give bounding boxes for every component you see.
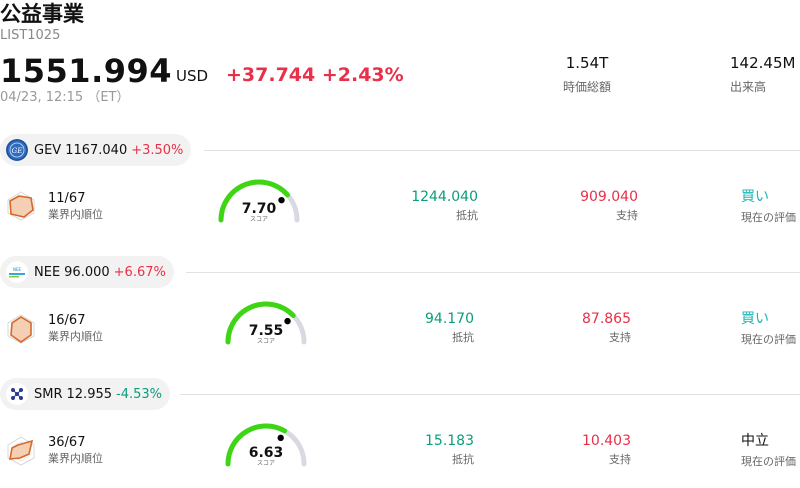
stock-price: 1167.040 xyxy=(65,142,128,158)
volume-label: 出来高 xyxy=(730,80,767,94)
industry-rank: 11/67 xyxy=(48,191,86,206)
rank-radar-icon xyxy=(7,314,35,344)
index-change: +37.744 +2.43% xyxy=(226,64,404,86)
rating-value: 買い xyxy=(741,311,769,327)
stock-price: 96.000 xyxy=(64,264,110,280)
support-label: 支持 xyxy=(616,209,638,222)
market-cap-label: 時価総額 xyxy=(562,80,611,94)
resistance-label: 抵抗 xyxy=(452,331,474,344)
market-cap-value: 1.54T xyxy=(565,54,609,72)
divider xyxy=(186,272,800,273)
industry-rank-label: 業界内順位 xyxy=(48,452,103,465)
index-price: 1551.994 xyxy=(0,52,173,90)
score-label: スコア xyxy=(249,216,268,223)
gauge-needle-dot xyxy=(278,196,285,204)
industry-rank: 36/67 xyxy=(48,435,86,450)
page-title: 公益事業 xyxy=(0,2,84,26)
stock-symbol: GEV xyxy=(34,142,62,158)
divider xyxy=(180,394,800,395)
ticker-code: LIST1025 xyxy=(0,28,61,43)
rank-radar-icon xyxy=(7,436,35,466)
resistance-label: 抵抗 xyxy=(456,209,478,222)
gauge-fill xyxy=(225,301,296,345)
rating-label: 現在の評価 xyxy=(741,211,796,224)
nuscale-logo-icon xyxy=(6,383,28,405)
industry-rank: 16/67 xyxy=(48,313,86,328)
score-label: スコア xyxy=(256,460,275,467)
stock-symbol: NEE xyxy=(34,264,61,280)
resistance-value: 1244.040 xyxy=(411,189,478,205)
currency-label: USD xyxy=(176,67,209,85)
rating-value: 中立 xyxy=(741,433,769,449)
rank-radar-icon xyxy=(7,191,35,221)
stock-change: -4.53% xyxy=(116,386,163,402)
score-gauge xyxy=(216,176,302,226)
support-value: 87.865 xyxy=(582,311,631,327)
stock-change: +6.67% xyxy=(113,264,166,280)
stock-price: 12.955 xyxy=(66,386,113,402)
score-gauge xyxy=(223,420,309,470)
stock-pill-nee[interactable]: NEE NEE 96.000 +6.67% xyxy=(0,256,174,288)
stock-pill-gev[interactable]: GE GEV 1167.040 +3.50% xyxy=(0,134,192,166)
score-value: 7.70 xyxy=(241,201,277,217)
score-value: 6.63 xyxy=(248,445,284,461)
resistance-value: 15.183 xyxy=(425,433,474,449)
rating-label: 現在の評価 xyxy=(741,333,796,346)
score-gauge xyxy=(223,298,309,348)
divider xyxy=(204,150,800,151)
nextera-logo-icon: NEE xyxy=(6,261,28,283)
stock-pill-smr[interactable]: SMR 12.955 -4.53% xyxy=(0,378,171,410)
volume-stat: 142.45M 出来高 xyxy=(722,53,800,96)
timestamp: 04/23, 12:15 （ET） xyxy=(0,90,130,105)
gauge-fill xyxy=(218,179,291,223)
rating-value: 買い xyxy=(741,189,769,205)
gauge-needle-dot xyxy=(284,317,291,325)
score-value: 7.55 xyxy=(248,323,284,339)
resistance-value: 94.170 xyxy=(425,311,474,327)
score-label: スコア xyxy=(256,338,275,345)
support-value: 909.040 xyxy=(580,189,638,205)
gauge-needle-dot xyxy=(277,434,284,442)
stock-change: +3.50% xyxy=(131,142,184,158)
industry-rank-label: 業界内順位 xyxy=(48,208,103,221)
rating-label: 現在の評価 xyxy=(741,455,796,468)
support-label: 支持 xyxy=(609,331,631,344)
resistance-label: 抵抗 xyxy=(452,453,474,466)
stock-symbol: SMR xyxy=(34,386,63,402)
volume-value: 142.45M xyxy=(730,54,796,72)
market-cap-stat: 1.54T 時価総額 xyxy=(548,53,626,96)
svg-text:NEE: NEE xyxy=(13,267,22,272)
support-label: 支持 xyxy=(609,453,631,466)
industry-rank-label: 業界内順位 xyxy=(48,330,103,343)
gauge-fill xyxy=(225,423,288,467)
svg-text:GE: GE xyxy=(12,147,23,155)
support-value: 10.403 xyxy=(582,433,631,449)
ge-logo-icon: GE xyxy=(6,139,28,161)
